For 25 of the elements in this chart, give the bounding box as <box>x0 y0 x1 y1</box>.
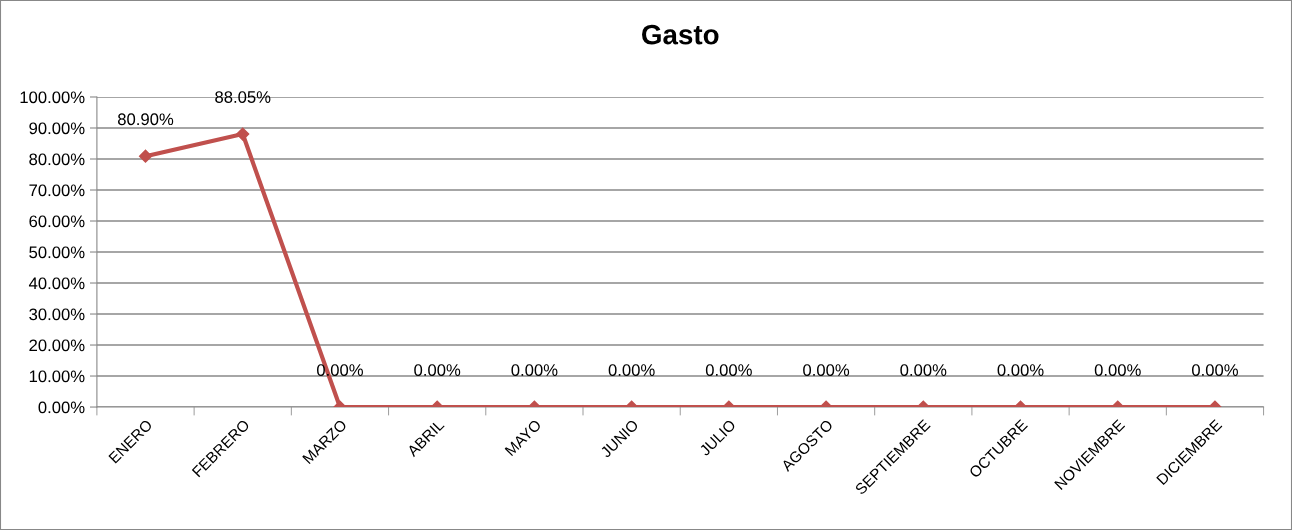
data-label: 88.05% <box>215 91 271 103</box>
y-tick-label: 60.00% <box>29 215 85 228</box>
data-label: 0.00% <box>705 364 752 376</box>
point <box>138 149 153 163</box>
y-tick-label: 70.00% <box>29 184 85 197</box>
y-tick-label: 90.00% <box>29 122 85 135</box>
y-tick-label: 20.00% <box>29 339 85 352</box>
y-tick-label: 100.00% <box>20 91 85 104</box>
data-label: 0.00% <box>997 364 1044 376</box>
data-label: 0.00% <box>1191 364 1238 376</box>
y-tick-label: 30.00% <box>29 308 85 321</box>
data-label: 0.00% <box>511 364 558 376</box>
data-label: 0.00% <box>414 364 461 376</box>
data-label: 0.00% <box>1094 364 1141 376</box>
point <box>236 127 250 141</box>
y-tick-label: 10.00% <box>29 370 85 383</box>
y-tick-label: 80.00% <box>29 153 85 166</box>
data-label: 80.90% <box>117 113 174 126</box>
y-tick-label: 50.00% <box>29 246 85 259</box>
y-tick-label: 0.00% <box>38 401 85 414</box>
y-tick-label: 40.00% <box>28 277 85 290</box>
data-label: 0.00% <box>608 364 655 376</box>
data-label: 0.00% <box>803 364 850 376</box>
data-label: 0.00% <box>900 364 947 376</box>
chart-title: Gasto <box>642 24 719 45</box>
